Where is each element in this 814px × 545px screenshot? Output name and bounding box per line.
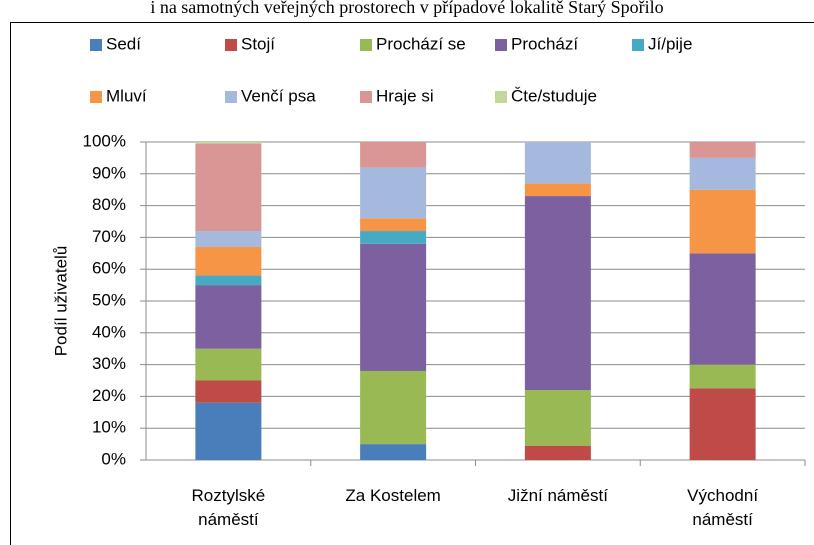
bar-segment <box>360 142 427 168</box>
bar-segment <box>360 370 427 445</box>
y-tick-label: 80% <box>92 195 126 214</box>
bar-segment <box>360 444 427 460</box>
bar-segment <box>195 380 262 403</box>
legend-swatch <box>360 91 372 103</box>
legend-swatch <box>495 91 507 103</box>
legend-swatch <box>225 91 237 103</box>
x-tick-label: Jižní náměstí <box>507 486 608 505</box>
bar-segment <box>360 167 427 219</box>
y-tick-label: 30% <box>92 354 126 373</box>
bar-segment <box>524 196 591 391</box>
bar-segment <box>524 390 591 446</box>
x-tick-label: Za Kostelem <box>345 486 441 505</box>
bar-segment <box>360 243 427 371</box>
chart-title: i na samotných veřejných prostorech v př… <box>150 0 663 17</box>
x-tick-label: Roztylské náměstí <box>191 486 266 529</box>
y-tick-label: 50% <box>92 290 126 309</box>
bar-segment <box>195 285 262 349</box>
bar-segment <box>195 402 262 460</box>
legend-swatch <box>495 39 507 51</box>
y-tick-label: 60% <box>92 259 126 278</box>
legend-label: Hraje si <box>376 86 434 105</box>
bar-segment <box>360 231 427 244</box>
bar-segment <box>524 142 591 184</box>
y-tick-label: 0% <box>101 449 126 468</box>
legend-label: Jí/pije <box>648 34 692 53</box>
bar-segment <box>195 231 262 247</box>
bar-segment <box>689 157 756 190</box>
legend-label: Mluví <box>106 86 147 105</box>
bar-segment <box>195 348 262 381</box>
y-tick-label: 10% <box>92 418 126 437</box>
legend-swatch <box>90 39 102 51</box>
legend-label: Stojí <box>241 34 275 53</box>
bar-segment <box>524 183 591 197</box>
legend-swatch <box>632 39 644 51</box>
y-tick-label: 20% <box>92 386 126 405</box>
legend-swatch <box>90 91 102 103</box>
bar-segment <box>689 253 756 365</box>
y-axis-label: Podíl uživatelů <box>51 246 70 357</box>
y-tick-label: 70% <box>92 227 126 246</box>
legend-label: Prochází <box>511 34 578 53</box>
y-tick-label: 90% <box>92 163 126 182</box>
legend-label: Sedí <box>106 34 141 53</box>
bar-segment <box>524 445 591 460</box>
y-tick-label: 100% <box>83 131 126 150</box>
legend-swatch <box>360 39 372 51</box>
y-tick-label: 40% <box>92 322 126 341</box>
legend-label: Venčí psa <box>241 86 316 105</box>
bar-segment <box>689 388 756 460</box>
bar-segment <box>689 364 756 389</box>
legend-label: Čte/studuje <box>511 86 597 105</box>
bar-segment <box>195 142 262 144</box>
bar-segment <box>195 246 262 276</box>
bar-segment <box>689 189 756 254</box>
bar-segment <box>195 275 262 286</box>
legend-label: Prochází se <box>376 34 466 53</box>
legend-swatch <box>225 39 237 51</box>
bar-segment <box>360 218 427 232</box>
bar-segment <box>689 142 756 158</box>
bar-segment <box>195 143 262 232</box>
x-tick-label: Východní náměstí <box>687 486 759 529</box>
